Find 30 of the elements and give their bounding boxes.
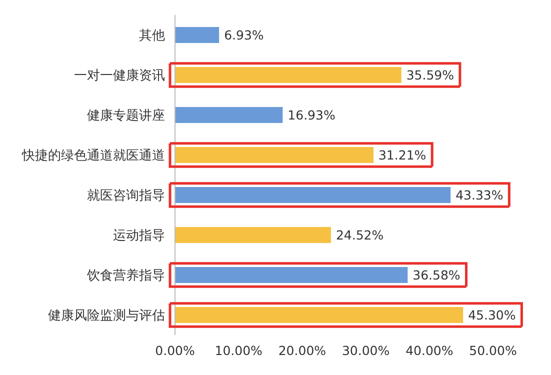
data-label: 16.93%: [288, 107, 336, 122]
bar: [175, 107, 283, 123]
y-tick-label: 就医咨询指导: [87, 188, 165, 204]
bar: [175, 67, 402, 83]
data-label: 45.30%: [468, 307, 516, 322]
bar: [175, 27, 220, 43]
y-tick-label: 运动指导: [113, 228, 165, 244]
data-label: 6.93%: [224, 27, 264, 42]
x-tick-label: 40.00%: [406, 343, 454, 358]
y-tick-label: 健康专题讲座: [87, 108, 165, 124]
y-tick-label: 一对一健康资讯: [74, 68, 165, 84]
x-tick-label: 50.00%: [469, 343, 517, 358]
y-tick-label: 健康风险监测与评估: [48, 308, 165, 324]
y-tick-label: 饮食营养指导: [86, 268, 165, 284]
data-label: 36.58%: [412, 267, 460, 282]
x-tick-label: 0.00%: [155, 343, 195, 358]
x-tick-label: 20.00%: [278, 343, 326, 358]
x-tick-label: 30.00%: [342, 343, 390, 358]
data-label: 31.21%: [378, 147, 426, 162]
bar: [175, 307, 464, 323]
bar: [175, 147, 374, 163]
data-label: 43.33%: [456, 187, 504, 202]
x-tick-label: 10.00%: [214, 343, 263, 358]
data-label: 35.59%: [406, 67, 454, 82]
y-tick-label: 其他: [139, 28, 165, 44]
bar: [175, 267, 408, 283]
data-label: 24.52%: [336, 227, 384, 242]
y-tick-label: 快捷的绿色通道就医通道: [21, 148, 165, 164]
bar: [175, 187, 451, 203]
bar: [175, 227, 331, 243]
